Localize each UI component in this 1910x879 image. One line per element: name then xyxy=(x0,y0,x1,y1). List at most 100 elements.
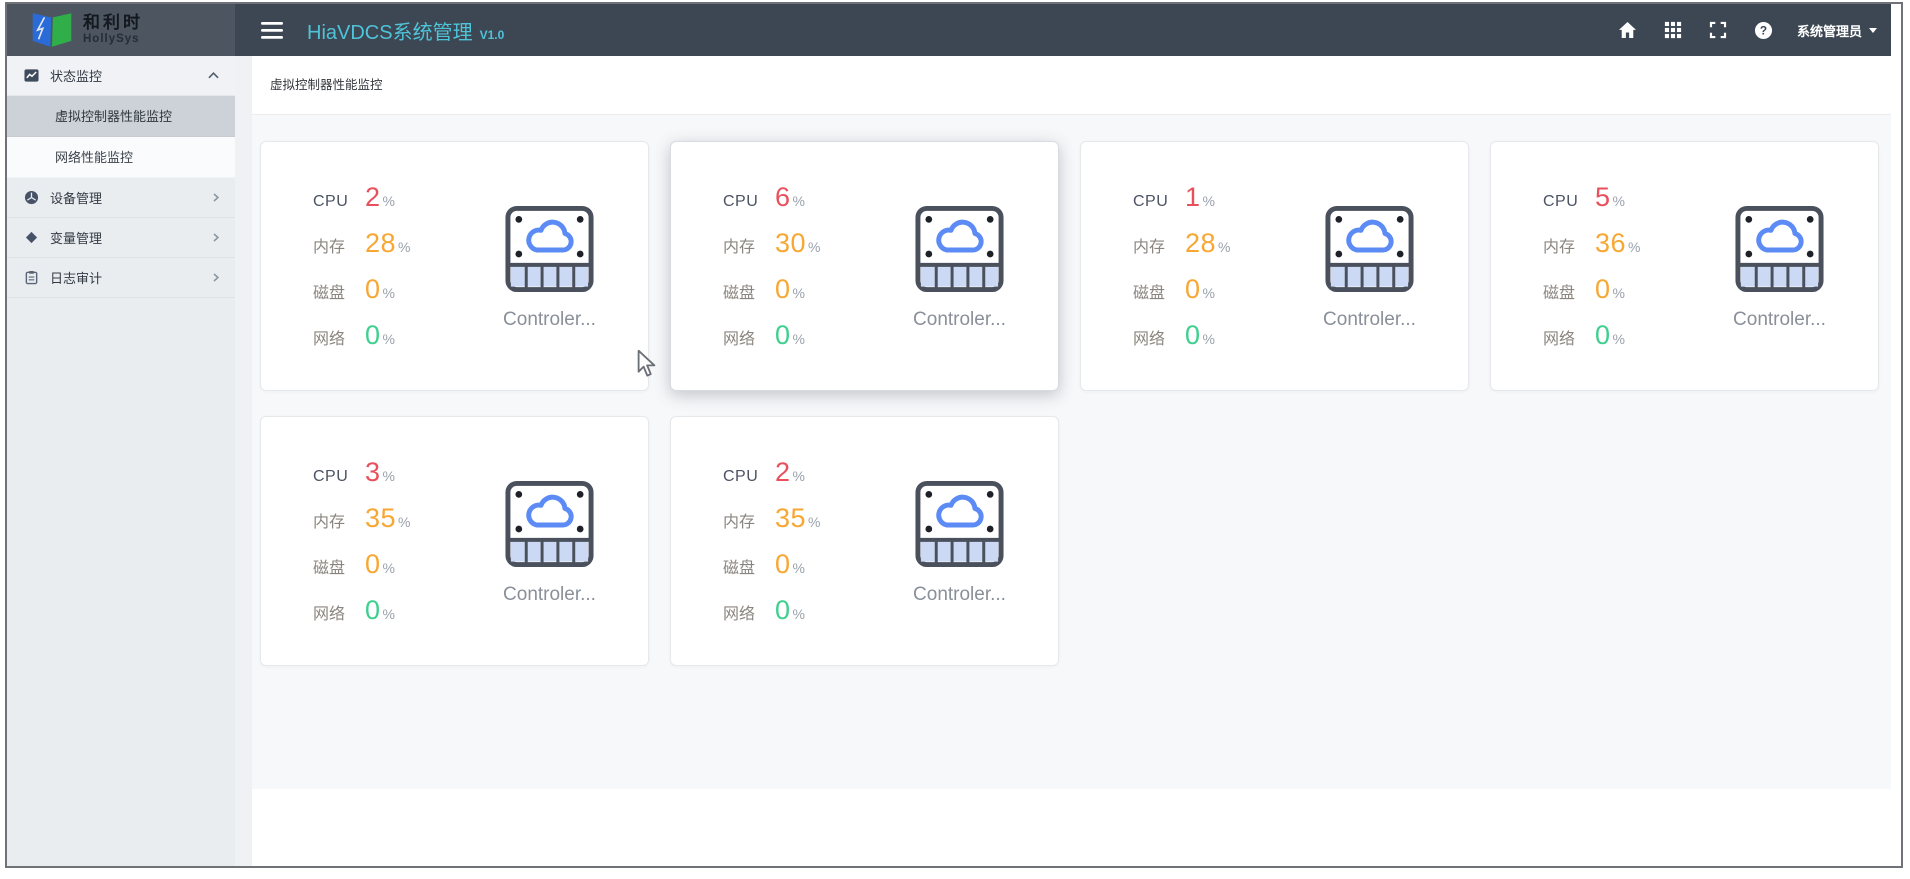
metric-unit: % xyxy=(808,239,821,255)
metric-value: 35 xyxy=(365,503,397,533)
menu-toggle-button[interactable] xyxy=(261,21,283,39)
metric-label: 磁盘 xyxy=(1543,285,1576,302)
metric-label: 磁盘 xyxy=(723,285,756,302)
chevron-right-icon xyxy=(213,233,219,242)
metric-value: 2 xyxy=(775,457,791,487)
metric-label: 内存 xyxy=(313,239,346,256)
metric-label: 网络 xyxy=(1543,331,1576,348)
metric-row-cpu: CPU 3 % xyxy=(313,457,465,488)
home-button[interactable] xyxy=(1618,21,1637,39)
status-monitor-submenu: 虚拟控制器性能监控 网络性能监控 xyxy=(7,96,235,178)
controller-card[interactable]: CPU 5 % 内存 36 % 磁盘 0 % 网络 0 % xyxy=(1490,141,1879,391)
metric-value: 0 xyxy=(775,274,791,304)
sidebar-item-status-monitor[interactable]: 状态监控 xyxy=(7,56,235,96)
metric-unit: % xyxy=(808,514,821,530)
metric-row-network: 网络 0 % xyxy=(723,320,875,351)
main-panel: 虚拟控制器性能监控 CPU 2 % 内存 28 % 磁盘 0 % 网络 xyxy=(252,56,1891,866)
metric-unit: % xyxy=(1202,331,1215,347)
metric-unit: % xyxy=(792,193,805,209)
metric-value: 28 xyxy=(1185,228,1217,258)
metric-row-memory: 内存 35 % xyxy=(723,503,875,534)
metric-label: CPU xyxy=(723,468,759,485)
page-title: HiaVDCS系统管理 V1.0 xyxy=(307,16,504,45)
controller-visual: Controler... xyxy=(465,182,634,390)
metric-unit: % xyxy=(1612,331,1625,347)
controller-card[interactable]: CPU 6 % 内存 30 % 磁盘 0 % 网络 0 % xyxy=(670,141,1059,391)
metric-row-disk: 磁盘 0 % xyxy=(313,274,465,305)
caret-down-icon xyxy=(1869,27,1877,33)
app-title-text: HiaVDCS系统管理 xyxy=(307,21,473,44)
metric-row-disk: 磁盘 0 % xyxy=(723,549,875,580)
metric-label: 网络 xyxy=(1133,331,1166,348)
controller-card[interactable]: CPU 2 % 内存 35 % 磁盘 0 % 网络 0 % xyxy=(670,416,1059,666)
metric-unit: % xyxy=(1202,193,1215,209)
status-monitor-icon xyxy=(24,68,39,83)
breadcrumb: 虚拟控制器性能监控 xyxy=(270,78,383,92)
virtual-controller-icon xyxy=(915,480,1004,568)
metric-row-disk: 磁盘 0 % xyxy=(1543,274,1695,305)
sidebar-item-variable-manage[interactable]: 变量管理 xyxy=(7,218,235,258)
metric-row-cpu: CPU 1 % xyxy=(1133,182,1285,213)
metric-unit: % xyxy=(382,331,395,347)
metric-row-memory: 内存 30 % xyxy=(723,228,875,259)
controller-visual: Controler... xyxy=(465,457,634,665)
controller-card[interactable]: CPU 3 % 内存 35 % 磁盘 0 % 网络 0 % xyxy=(260,416,649,666)
fullscreen-button[interactable] xyxy=(1709,21,1727,39)
metric-label: CPU xyxy=(1543,193,1579,210)
hollysys-logo-icon xyxy=(32,13,72,47)
metric-row-cpu: CPU 5 % xyxy=(1543,182,1695,213)
metric-unit: % xyxy=(1628,239,1641,255)
brand-logo: 和利时 HollySys xyxy=(7,4,235,56)
apps-button[interactable] xyxy=(1664,21,1682,39)
metric-label: 内存 xyxy=(313,514,346,531)
metric-value: 0 xyxy=(365,274,381,304)
sidebar-item-label: 日志审计 xyxy=(50,271,103,286)
controller-visual: Controler... xyxy=(875,182,1044,390)
sidebar-item-log-audit[interactable]: 日志审计 xyxy=(7,258,235,298)
help-icon: ? xyxy=(1754,21,1773,39)
metric-label: 内存 xyxy=(723,239,756,256)
metric-label: 磁盘 xyxy=(313,285,346,302)
metric-row-disk: 磁盘 0 % xyxy=(313,549,465,580)
metric-unit: % xyxy=(792,331,805,347)
app-header: 和利时 HollySys HiaVDCS系统管理 V1.0 xyxy=(7,4,1891,56)
user-menu[interactable]: 系统管理员 xyxy=(1797,21,1877,40)
metric-row-memory: 内存 35 % xyxy=(313,503,465,534)
sidebar-item-device-manage[interactable]: 设备管理 xyxy=(7,178,235,218)
metric-unit: % xyxy=(382,560,395,576)
metric-label: 内存 xyxy=(1543,239,1576,256)
metric-unit: % xyxy=(1612,193,1625,209)
svg-text:?: ? xyxy=(1760,23,1767,37)
controller-visual: Controler... xyxy=(1285,182,1454,390)
metric-row-disk: 磁盘 0 % xyxy=(723,274,875,305)
metric-value: 2 xyxy=(365,182,381,212)
controller-name: Controler... xyxy=(1323,309,1416,330)
sidebar-item-label: 状态监控 xyxy=(50,69,103,84)
app-window: 和利时 HollySys HiaVDCS系统管理 V1.0 xyxy=(5,2,1903,868)
controller-card[interactable]: CPU 1 % 内存 28 % 磁盘 0 % 网络 0 % xyxy=(1080,141,1469,391)
sidebar-subitem-vcontroller-monitor[interactable]: 虚拟控制器性能监控 xyxy=(7,96,235,137)
sidebar: 状态监控 虚拟控制器性能监控 网络性能监控 xyxy=(7,56,235,866)
metric-unit: % xyxy=(382,193,395,209)
controller-name: Controler... xyxy=(913,584,1006,605)
metric-row-memory: 内存 28 % xyxy=(1133,228,1285,259)
metric-value: 0 xyxy=(1185,320,1201,350)
metric-value: 28 xyxy=(365,228,397,258)
controller-card[interactable]: CPU 2 % 内存 28 % 磁盘 0 % 网络 0 % xyxy=(260,141,649,391)
controller-cards-grid: CPU 2 % 内存 28 % 磁盘 0 % 网络 0 % xyxy=(260,141,1883,666)
metric-unit: % xyxy=(398,239,411,255)
metric-row-disk: 磁盘 0 % xyxy=(1133,274,1285,305)
virtual-controller-icon xyxy=(505,205,594,293)
chevron-right-icon xyxy=(213,273,219,282)
chevron-right-icon xyxy=(213,193,219,202)
metric-label: CPU xyxy=(1133,193,1169,210)
metric-value: 0 xyxy=(365,549,381,579)
metric-label: 网络 xyxy=(313,331,346,348)
metric-row-network: 网络 0 % xyxy=(723,595,875,626)
metric-row-network: 网络 0 % xyxy=(313,595,465,626)
virtual-controller-icon xyxy=(505,480,594,568)
metric-label: 网络 xyxy=(313,606,346,623)
metric-unit: % xyxy=(792,560,805,576)
sidebar-subitem-network-monitor[interactable]: 网络性能监控 xyxy=(7,137,235,178)
help-button[interactable]: ? xyxy=(1754,21,1773,40)
